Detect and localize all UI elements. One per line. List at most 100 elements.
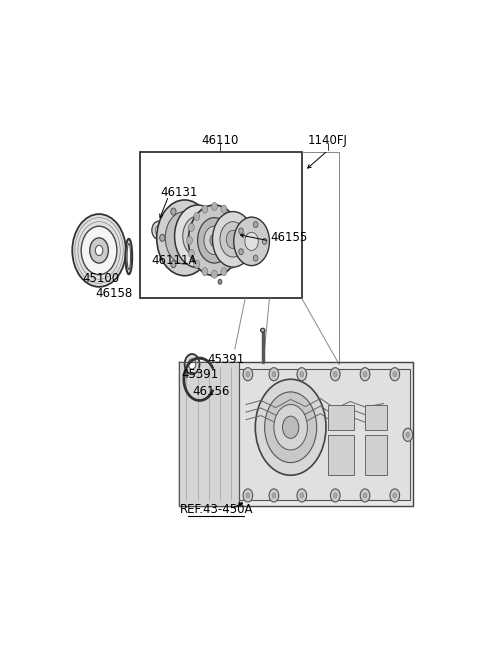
Circle shape — [403, 428, 413, 441]
Circle shape — [210, 234, 219, 247]
Circle shape — [263, 238, 267, 245]
Circle shape — [188, 249, 194, 257]
Circle shape — [246, 372, 250, 377]
Circle shape — [190, 226, 205, 247]
Circle shape — [156, 200, 213, 276]
Circle shape — [300, 372, 304, 377]
Circle shape — [234, 217, 269, 266]
Circle shape — [90, 238, 108, 263]
Circle shape — [188, 359, 196, 369]
Circle shape — [96, 245, 103, 255]
Circle shape — [274, 405, 307, 450]
Polygon shape — [179, 361, 239, 506]
Circle shape — [269, 367, 279, 380]
Circle shape — [81, 226, 117, 275]
Circle shape — [269, 489, 279, 502]
Circle shape — [194, 213, 200, 220]
Circle shape — [221, 205, 227, 213]
Circle shape — [245, 232, 258, 251]
Text: 46156: 46156 — [192, 385, 229, 398]
Circle shape — [185, 354, 200, 374]
Text: 45391: 45391 — [207, 352, 244, 365]
Circle shape — [272, 493, 276, 498]
Circle shape — [229, 213, 235, 220]
Circle shape — [297, 489, 307, 502]
Circle shape — [204, 234, 210, 241]
Circle shape — [160, 234, 165, 241]
Circle shape — [220, 222, 246, 257]
Circle shape — [255, 379, 326, 475]
Ellipse shape — [261, 328, 265, 333]
Circle shape — [194, 260, 200, 268]
Text: 46110: 46110 — [201, 134, 239, 147]
Circle shape — [152, 221, 165, 239]
Circle shape — [406, 432, 410, 438]
Circle shape — [183, 216, 213, 256]
Circle shape — [211, 203, 217, 211]
Circle shape — [253, 255, 258, 261]
Circle shape — [246, 493, 250, 498]
Circle shape — [239, 249, 243, 255]
Circle shape — [193, 208, 198, 215]
Circle shape — [226, 230, 240, 249]
Circle shape — [221, 268, 227, 276]
Circle shape — [234, 223, 240, 232]
Circle shape — [202, 268, 208, 276]
Circle shape — [243, 367, 252, 380]
Circle shape — [236, 236, 242, 245]
Ellipse shape — [125, 239, 132, 274]
Circle shape — [211, 270, 217, 278]
Circle shape — [155, 226, 162, 235]
Circle shape — [330, 489, 340, 502]
Circle shape — [188, 205, 240, 276]
Bar — [140, 152, 302, 298]
Circle shape — [253, 222, 258, 228]
Circle shape — [282, 416, 299, 438]
Circle shape — [264, 392, 317, 462]
Circle shape — [334, 493, 337, 498]
Text: 46131: 46131 — [160, 186, 198, 199]
Bar — [365, 405, 387, 430]
Text: 46158: 46158 — [96, 287, 132, 300]
Circle shape — [297, 367, 307, 380]
Circle shape — [360, 367, 370, 380]
Circle shape — [243, 489, 252, 502]
Text: 46155: 46155 — [270, 232, 307, 244]
Bar — [328, 405, 354, 430]
Circle shape — [218, 279, 222, 284]
Circle shape — [175, 205, 221, 268]
Circle shape — [390, 489, 400, 502]
Circle shape — [171, 208, 176, 215]
Text: 45100: 45100 — [83, 272, 120, 285]
Circle shape — [363, 493, 367, 498]
Circle shape — [72, 214, 126, 287]
Circle shape — [390, 367, 400, 380]
Circle shape — [330, 367, 340, 380]
Ellipse shape — [127, 243, 131, 270]
Bar — [328, 435, 354, 475]
Polygon shape — [179, 361, 413, 506]
Circle shape — [239, 228, 243, 234]
Circle shape — [204, 226, 225, 255]
Text: 1140FJ: 1140FJ — [308, 134, 348, 147]
Circle shape — [165, 212, 204, 264]
Text: 45391: 45391 — [181, 368, 218, 380]
Circle shape — [360, 489, 370, 502]
Circle shape — [393, 493, 396, 498]
Circle shape — [229, 260, 235, 268]
Circle shape — [193, 260, 198, 268]
Circle shape — [202, 205, 208, 213]
Circle shape — [186, 236, 192, 245]
Circle shape — [272, 372, 276, 377]
Circle shape — [213, 212, 253, 267]
Circle shape — [393, 372, 396, 377]
Bar — [365, 435, 387, 475]
Circle shape — [198, 218, 231, 263]
Bar — [239, 369, 409, 501]
Circle shape — [300, 493, 304, 498]
Circle shape — [188, 223, 194, 232]
Text: REF.43-450A: REF.43-450A — [180, 502, 253, 516]
Circle shape — [234, 249, 240, 257]
Circle shape — [334, 372, 337, 377]
Circle shape — [171, 260, 176, 268]
